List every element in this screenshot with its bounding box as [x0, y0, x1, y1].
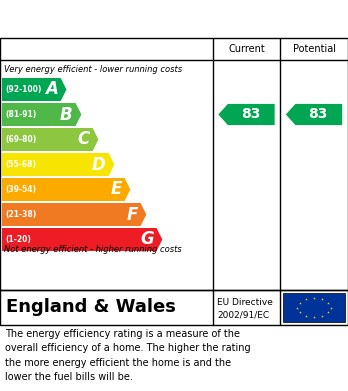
Text: D: D: [92, 156, 106, 174]
Text: Very energy efficient - lower running costs: Very energy efficient - lower running co…: [4, 66, 182, 75]
Text: A: A: [45, 81, 58, 99]
Text: The energy efficiency rating is a measure of the
overall efficiency of a home. T: The energy efficiency rating is a measur…: [5, 329, 251, 382]
Polygon shape: [218, 104, 275, 125]
Text: (55-68): (55-68): [5, 160, 36, 169]
Text: 2002/91/EC: 2002/91/EC: [217, 311, 269, 320]
Text: (1-20): (1-20): [5, 235, 31, 244]
Text: C: C: [77, 131, 90, 149]
Text: England & Wales: England & Wales: [6, 298, 176, 316]
Text: B: B: [60, 106, 73, 124]
Text: EU Directive: EU Directive: [217, 298, 273, 307]
Polygon shape: [2, 153, 114, 176]
Polygon shape: [2, 178, 130, 201]
Polygon shape: [2, 78, 66, 101]
Text: 83: 83: [309, 108, 328, 122]
Text: (39-54): (39-54): [5, 185, 36, 194]
Text: Current: Current: [228, 44, 265, 54]
Bar: [283, 293, 345, 322]
Polygon shape: [2, 103, 81, 126]
Polygon shape: [2, 203, 146, 226]
Text: (21-38): (21-38): [5, 210, 36, 219]
Text: G: G: [140, 231, 153, 249]
Polygon shape: [286, 104, 342, 125]
Text: (92-100): (92-100): [5, 85, 41, 94]
Polygon shape: [2, 228, 162, 251]
Text: E: E: [110, 181, 121, 199]
Text: Energy Efficiency Rating: Energy Efficiency Rating: [8, 10, 237, 28]
Text: Not energy efficient - higher running costs: Not energy efficient - higher running co…: [4, 244, 182, 253]
Text: 83: 83: [241, 108, 260, 122]
Polygon shape: [2, 128, 98, 151]
Text: (81-91): (81-91): [5, 110, 36, 119]
Text: F: F: [126, 206, 137, 224]
Text: Potential: Potential: [293, 44, 335, 54]
Text: (69-80): (69-80): [5, 135, 36, 144]
